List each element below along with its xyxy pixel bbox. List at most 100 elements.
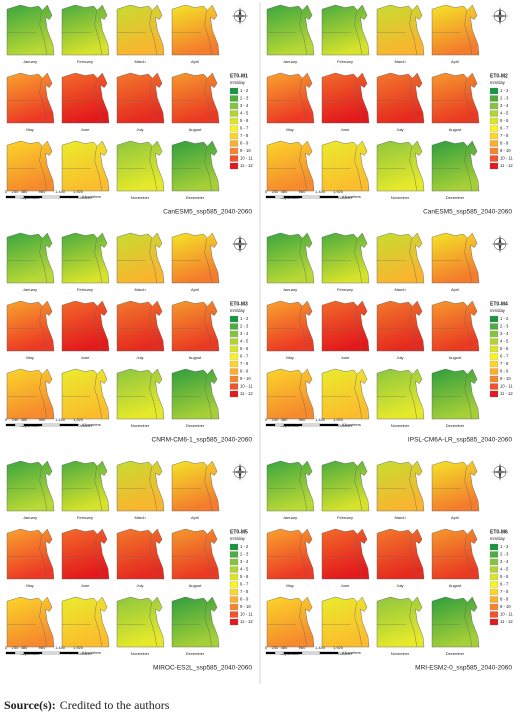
nile xyxy=(204,534,212,579)
map xyxy=(376,232,425,284)
map xyxy=(171,368,220,420)
legend-label: 10 - 11 xyxy=(500,612,513,617)
map xyxy=(116,596,165,648)
nile xyxy=(39,78,47,123)
scale-label: 1,920 xyxy=(73,417,84,422)
legend-label: 1 - 2 xyxy=(240,316,249,321)
nile xyxy=(204,146,212,191)
month-label: January xyxy=(283,515,297,520)
map xyxy=(376,72,425,124)
legend-label: 9 - 10 xyxy=(240,604,251,609)
legend-swatch xyxy=(229,383,239,390)
scale-label: 480 xyxy=(281,189,288,194)
month-label: March xyxy=(394,515,405,520)
compass-star xyxy=(491,14,509,18)
map xyxy=(431,4,480,56)
month-label: February xyxy=(77,287,93,292)
legend-swatch xyxy=(229,95,239,102)
legend-title: ET0-M5 xyxy=(230,529,248,535)
scale-label: 1,920 xyxy=(73,189,84,194)
nile xyxy=(299,10,307,55)
map xyxy=(266,72,315,124)
compass-star xyxy=(231,14,249,18)
legend-label: 4 - 5 xyxy=(240,111,249,116)
map xyxy=(321,232,370,284)
legend-label: 11 - 12 xyxy=(500,163,513,168)
scale-label: 0 xyxy=(265,417,268,422)
map xyxy=(266,232,315,284)
scale-unit: Kilometers xyxy=(82,422,101,427)
scale-segment xyxy=(59,651,79,655)
model-label: CNRM-CM6-1_ssp585_2040-2060 xyxy=(152,437,253,444)
nile xyxy=(94,534,102,579)
scale-segment xyxy=(283,423,303,427)
scale-label: 480 xyxy=(21,645,28,650)
month-label: February xyxy=(337,59,353,64)
nile xyxy=(354,374,362,419)
map xyxy=(61,460,110,512)
scale-label: 1,440 xyxy=(315,417,326,422)
scale-label: 240 xyxy=(12,417,19,422)
nile xyxy=(39,10,47,55)
scale-segment xyxy=(59,195,79,199)
map xyxy=(266,368,315,420)
panel: January February March April May June July Augu… xyxy=(265,4,513,216)
scale-label: 0 xyxy=(5,189,8,194)
month-label: April xyxy=(451,59,459,64)
legend-label: 2 - 3 xyxy=(240,96,249,101)
legend-label: 4 - 5 xyxy=(240,339,249,344)
nile xyxy=(409,146,417,191)
nile xyxy=(354,78,362,123)
legend-swatch xyxy=(489,125,499,132)
nile xyxy=(299,306,307,351)
month-label: May xyxy=(26,355,34,360)
nile xyxy=(299,238,307,283)
legend-label: 3 - 4 xyxy=(500,331,509,336)
month-label: December xyxy=(186,423,205,428)
legend-swatch xyxy=(229,162,239,170)
month-label: June xyxy=(341,127,350,132)
scale-unit: Kilometers xyxy=(342,422,361,427)
month-label: August xyxy=(189,583,202,588)
nile xyxy=(39,602,47,647)
map xyxy=(266,460,315,512)
model-label: IPSL-CM6A-LR_ssp585_2040-2060 xyxy=(408,437,512,444)
legend-swatch xyxy=(229,375,239,383)
scale-segment xyxy=(274,195,285,199)
nile xyxy=(354,466,362,511)
legend-label: 4 - 5 xyxy=(240,567,249,572)
scale-label: 0 xyxy=(265,645,268,650)
legend-swatch xyxy=(489,338,499,345)
map xyxy=(171,232,220,284)
legend-swatch xyxy=(489,87,499,95)
legend-label: 8 - 9 xyxy=(500,597,509,602)
nile xyxy=(149,78,157,123)
month-label: May xyxy=(26,127,34,132)
scale-segment xyxy=(265,651,276,655)
legend-swatch xyxy=(489,360,499,368)
month-label: October xyxy=(78,651,93,656)
compass-star xyxy=(491,242,509,246)
legend-swatch xyxy=(229,102,239,110)
map xyxy=(61,140,110,192)
map xyxy=(376,4,425,56)
legend-label: 6 - 7 xyxy=(240,354,249,359)
legend-label: 4 - 5 xyxy=(500,567,509,572)
map xyxy=(266,596,315,648)
nile xyxy=(299,146,307,191)
legend-title: ET0-M2 xyxy=(490,73,508,79)
month-label: July xyxy=(136,127,143,132)
legend-swatch xyxy=(489,147,499,155)
legend-swatch xyxy=(229,596,239,603)
month-label: January xyxy=(283,59,297,64)
model-label: MIROC-ES2L_ssp585_2040-2060 xyxy=(153,665,252,672)
map xyxy=(266,4,315,56)
nile xyxy=(409,602,417,647)
legend-swatch xyxy=(229,566,239,573)
nile xyxy=(409,466,417,511)
scale-label: 240 xyxy=(12,645,19,650)
month-label: March xyxy=(394,287,405,292)
map xyxy=(431,596,480,648)
nile xyxy=(354,306,362,351)
scale-label: 480 xyxy=(281,417,288,422)
